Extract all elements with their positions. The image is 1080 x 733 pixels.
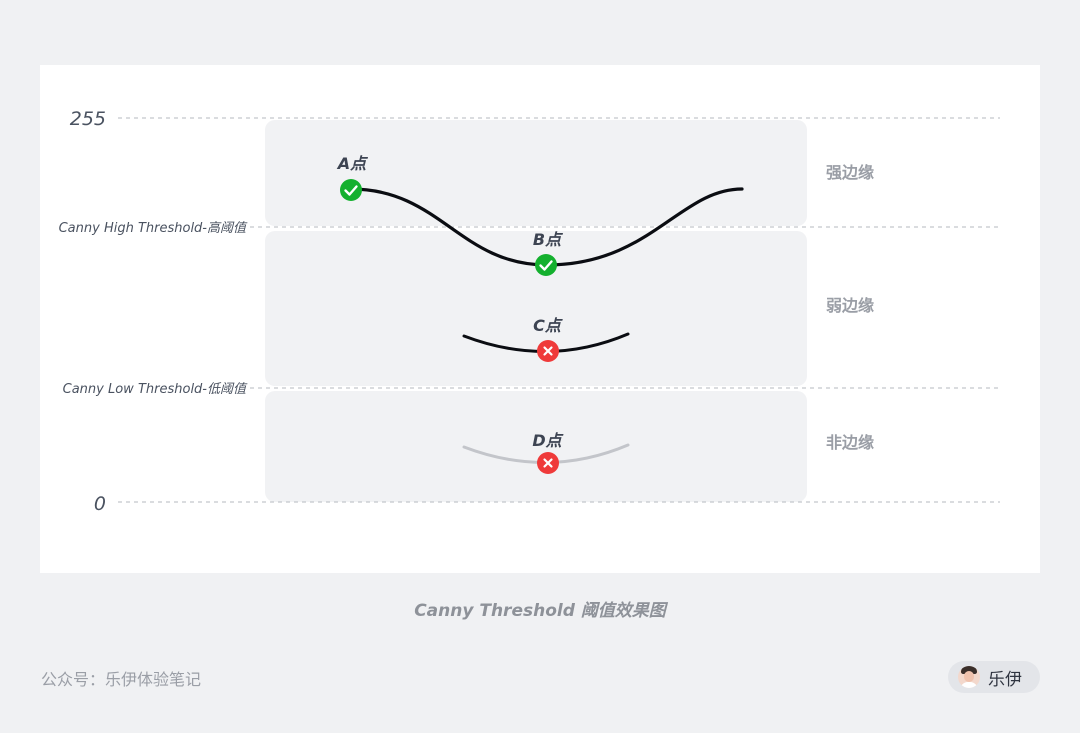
- weak-edge-label: 弱边缘: [826, 296, 874, 315]
- cross-icon: [543, 458, 553, 468]
- non-edge-label: 非边缘: [826, 433, 874, 452]
- non-edge-region: [265, 391, 807, 502]
- low-threshold-label: Canny Low Threshold-低阈值: [63, 382, 248, 397]
- strong-edge-region: [265, 120, 807, 226]
- axis-max-label: 255: [70, 108, 106, 130]
- author-badge: 乐伊: [948, 661, 1040, 693]
- source-credit: 公众号：乐伊体验笔记: [41, 670, 202, 689]
- diagram-card: 255 Canny High Threshold-高阈值 Canny Low T…: [40, 65, 1040, 573]
- diagram-caption: Canny Threshold 阈值效果图: [414, 601, 666, 621]
- point-c-label: C点: [533, 316, 563, 335]
- weak-edge-region: [265, 231, 807, 386]
- point-a-label: A点: [336, 154, 368, 173]
- threshold-diagram: 255 Canny High Threshold-高阈值 Canny Low T…: [59, 108, 1000, 515]
- point-d-marker: [537, 452, 559, 474]
- axis-min-label: 0: [94, 493, 106, 515]
- high-threshold-label: Canny High Threshold-高阈值: [59, 221, 248, 236]
- cross-icon: [543, 346, 553, 356]
- check-icon: [344, 185, 358, 196]
- point-d-label: D点: [532, 431, 563, 450]
- point-b-label: B点: [533, 230, 563, 249]
- strong-edge-label: 强边缘: [826, 163, 874, 182]
- point-c-marker: [537, 340, 559, 362]
- avatar: [958, 666, 980, 688]
- point-a-marker: [340, 179, 362, 201]
- author-name: 乐伊: [988, 669, 1022, 690]
- check-icon: [539, 260, 553, 271]
- point-b-marker: [535, 254, 557, 276]
